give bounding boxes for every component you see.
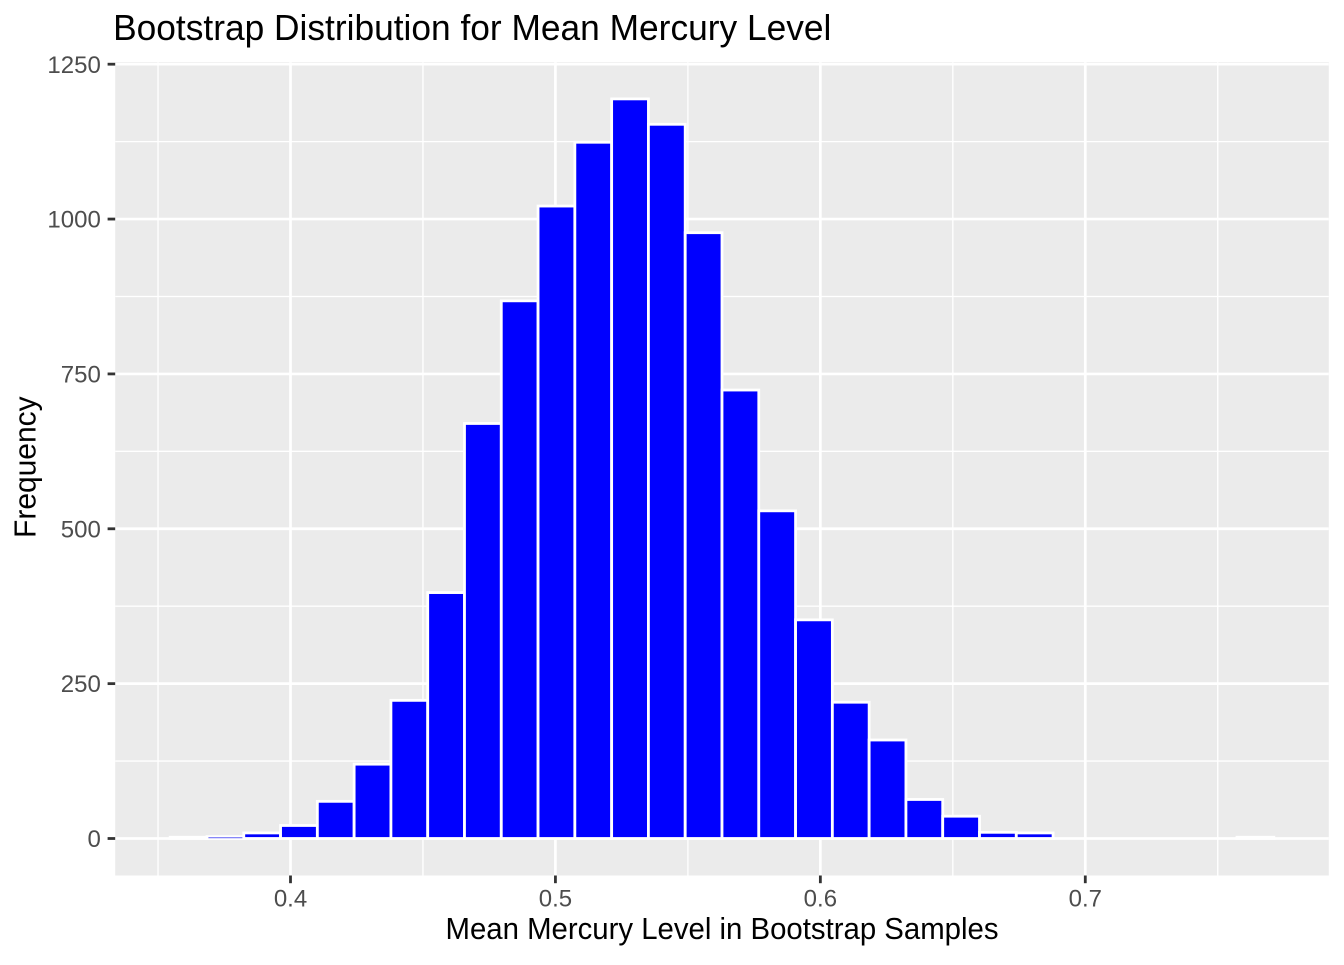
svg-text:Mean Mercury Level in Bootstra: Mean Mercury Level in Bootstrap Samples: [446, 913, 999, 946]
svg-text:250: 250: [61, 671, 101, 698]
svg-text:1250: 1250: [47, 52, 100, 79]
svg-text:500: 500: [61, 516, 101, 543]
svg-text:750: 750: [61, 362, 101, 389]
svg-text:1000: 1000: [47, 207, 100, 234]
svg-text:0.5: 0.5: [539, 885, 572, 912]
svg-text:0.6: 0.6: [804, 885, 837, 912]
svg-text:0.4: 0.4: [274, 885, 307, 912]
svg-text:0: 0: [87, 826, 100, 853]
svg-text:0.7: 0.7: [1069, 885, 1102, 912]
svg-text:Frequency: Frequency: [10, 396, 43, 538]
svg-text:Bootstrap Distribution for Mea: Bootstrap Distribution for Mean Mercury …: [113, 7, 831, 48]
